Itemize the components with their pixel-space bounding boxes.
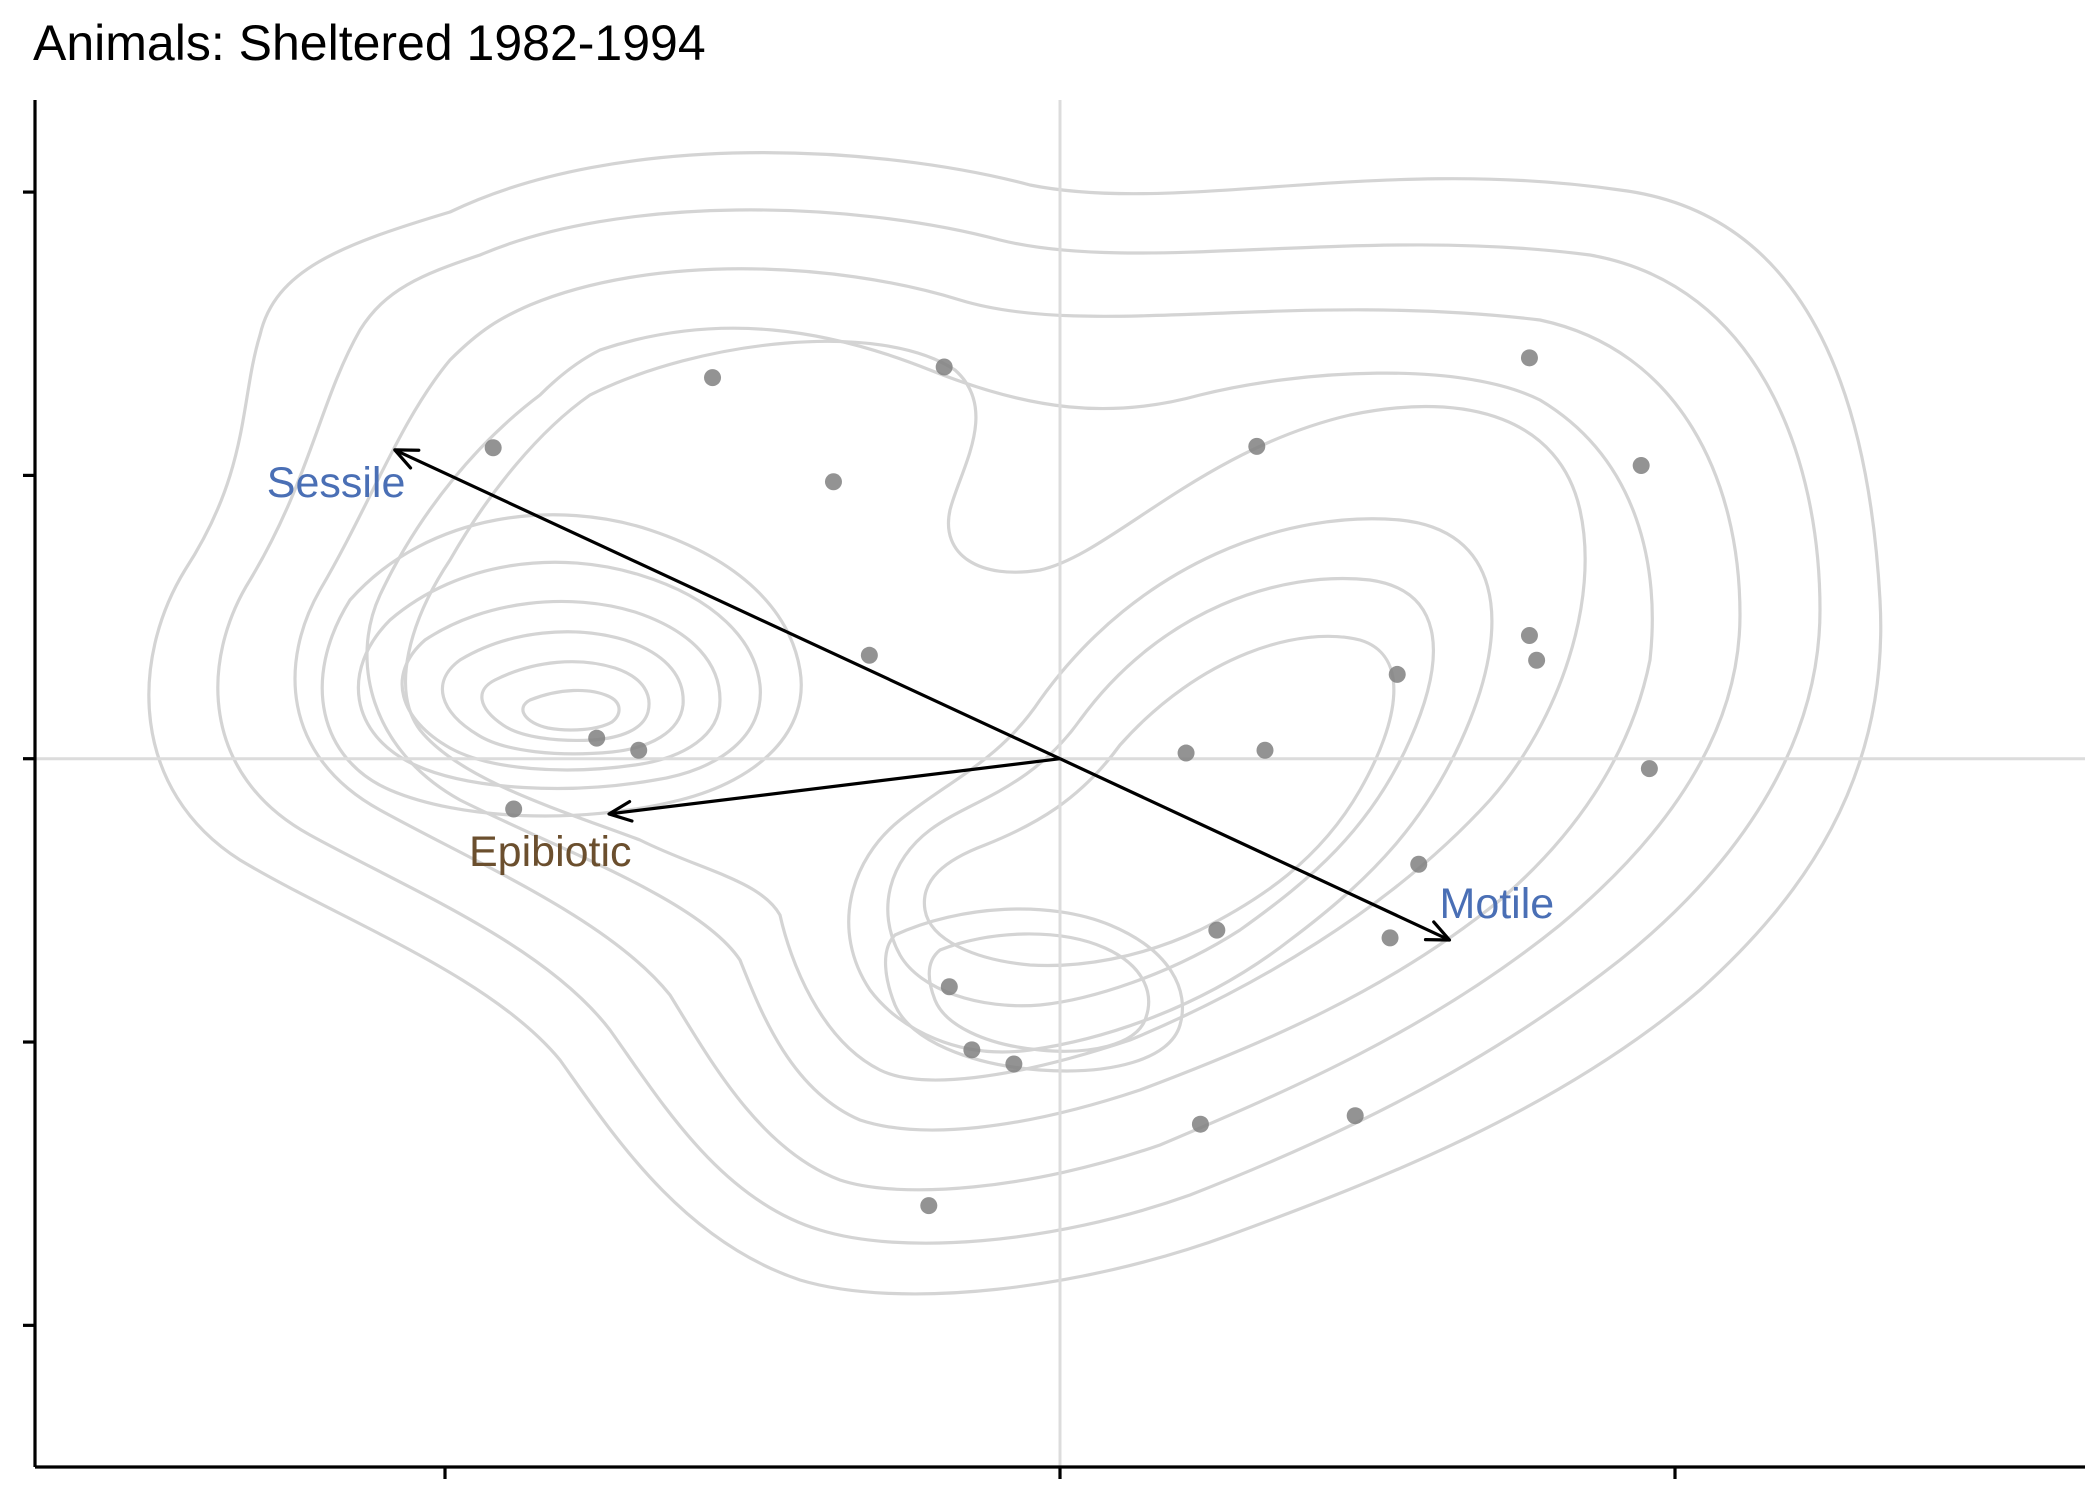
data-point: [1381, 929, 1399, 947]
data-point: [484, 439, 502, 457]
data-point: [1520, 626, 1538, 644]
data-point: [1005, 1055, 1023, 1073]
density-contour: [886, 576, 1435, 1008]
loading-vectors: Sessile Motile Epibiotic: [267, 448, 1555, 942]
vector-motile-arrowhead: [1423, 920, 1452, 942]
data-point: [860, 646, 878, 664]
data-point: [1177, 744, 1195, 762]
density-contour: [927, 932, 1151, 1053]
vector-sessile-label: Sessile: [267, 459, 406, 507]
data-point: [1346, 1107, 1364, 1125]
density-contour: [216, 208, 1822, 1245]
density-contour: [365, 326, 1654, 1132]
vector-motile-label: Motile: [1440, 880, 1555, 928]
data-point: [1256, 741, 1274, 759]
data-point: [1248, 437, 1266, 455]
density-contour: [521, 688, 621, 732]
data-point: [824, 473, 842, 491]
density-contour: [922, 634, 1396, 968]
data-point: [704, 369, 722, 387]
data-point: [1191, 1115, 1209, 1133]
data-point: [505, 800, 523, 818]
data-point: [1632, 456, 1650, 474]
density-contour: [404, 339, 1587, 1082]
data-point: [1388, 665, 1406, 683]
data-point: [588, 729, 606, 747]
density-contour: [400, 599, 722, 772]
density-contour: [356, 560, 762, 791]
density-contour: [293, 267, 1742, 1192]
data-point: [963, 1041, 981, 1059]
data-point: [920, 1197, 938, 1215]
data-point: [940, 978, 958, 996]
data-point: [935, 358, 953, 376]
data-point: [1520, 349, 1538, 367]
vector-epibiotic-label: Epibiotic: [469, 828, 632, 876]
density-contour: [883, 907, 1185, 1073]
vector-motile-line: [1059, 757, 1451, 942]
density-contour: [147, 151, 1883, 1296]
density-contours: [147, 151, 1883, 1296]
density-contour: [320, 513, 803, 818]
vector-epibiotic-arrowhead: [607, 800, 634, 823]
data-point: [1410, 855, 1428, 873]
data-point: [1528, 651, 1546, 669]
data-points: [484, 349, 1658, 1215]
vector-sessile-arrowhead: [393, 448, 421, 470]
axes: [23, 100, 2085, 1479]
vector-epibiotic-line: [608, 757, 1061, 816]
vector-sessile-line: [394, 448, 1061, 761]
data-point: [630, 741, 648, 759]
density-contour: [440, 630, 685, 756]
density-contour: [480, 660, 651, 742]
chart-title: Animals: Sheltered 1982-1994: [33, 15, 706, 71]
data-point: [1208, 921, 1226, 939]
data-point: [1640, 760, 1658, 778]
density-contour: [847, 517, 1494, 1054]
